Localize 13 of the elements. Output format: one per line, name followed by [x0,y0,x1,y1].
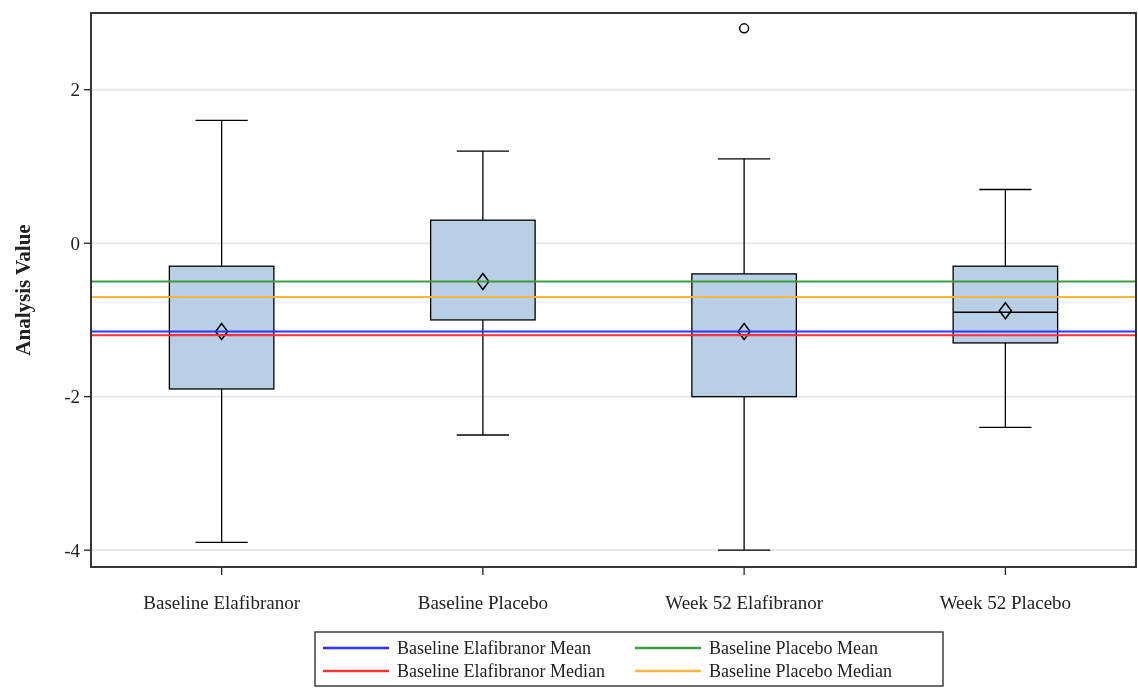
legend-label: Baseline Placebo Median [709,661,892,682]
x-tick-label: Week 52 Placebo [939,592,1072,613]
y-tick-label: -2 [64,386,80,408]
y-tick-label: 0 [70,232,80,254]
legend-label: Baseline Placebo Mean [709,638,878,659]
x-tick-label: Week 52 Elafibranor [665,592,824,613]
x-tick-label: Baseline Elafibranor [143,592,301,613]
y-tick-label: 2 [70,79,80,101]
y-axis-title: Analysis Value [11,224,35,356]
legend-label: Baseline Elafibranor Median [397,661,605,682]
x-tick-label: Baseline Placebo [417,592,549,613]
y-tick-label: -4 [64,539,81,561]
legend-label: Baseline Elafibranor Mean [397,638,591,659]
